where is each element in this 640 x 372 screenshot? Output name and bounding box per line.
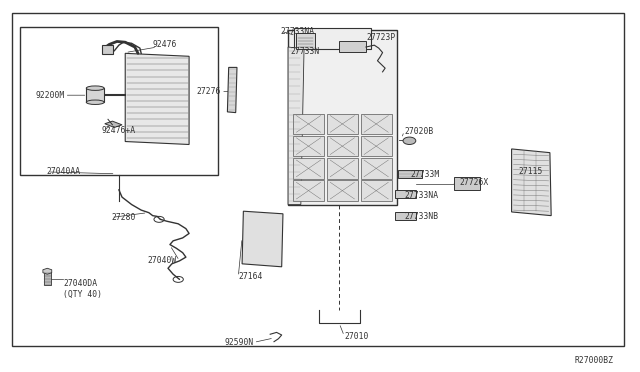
Text: 92200M: 92200M: [36, 91, 65, 100]
Polygon shape: [288, 47, 304, 205]
Text: 27040W: 27040W: [148, 256, 177, 265]
Bar: [20, 27, 218, 175]
Text: 27726X: 27726X: [460, 178, 488, 187]
Bar: [454, 177, 479, 190]
Polygon shape: [511, 149, 551, 216]
Text: 27164: 27164: [238, 272, 262, 281]
Bar: [398, 170, 422, 178]
Text: 27723P: 27723P: [366, 33, 396, 42]
Polygon shape: [227, 67, 237, 113]
Bar: [296, 33, 315, 49]
Text: 27733NA: 27733NA: [280, 26, 314, 36]
Bar: [361, 158, 392, 179]
Text: 27280: 27280: [111, 213, 136, 222]
Bar: [102, 45, 113, 54]
Bar: [44, 272, 51, 285]
Bar: [293, 136, 324, 156]
Text: 27733N: 27733N: [291, 47, 320, 56]
Polygon shape: [105, 121, 122, 128]
Polygon shape: [125, 53, 189, 144]
Bar: [339, 41, 366, 52]
Polygon shape: [242, 211, 283, 267]
Bar: [288, 31, 397, 205]
Ellipse shape: [86, 86, 104, 90]
Text: R27000BZ: R27000BZ: [575, 356, 614, 365]
Polygon shape: [43, 268, 52, 274]
Bar: [327, 180, 358, 201]
Bar: [361, 114, 392, 134]
Bar: [327, 114, 358, 134]
Ellipse shape: [86, 100, 104, 105]
Text: 27276: 27276: [196, 87, 221, 96]
Bar: [327, 158, 358, 179]
Bar: [86, 88, 104, 102]
Bar: [293, 114, 324, 134]
Bar: [361, 136, 392, 156]
Text: 27040AA: 27040AA: [47, 167, 81, 176]
Text: 27733NB: 27733NB: [404, 212, 438, 221]
Bar: [361, 180, 392, 201]
Text: (QTY 40): (QTY 40): [63, 290, 102, 299]
Text: 92476: 92476: [153, 40, 177, 49]
Text: 27020B: 27020B: [404, 126, 433, 136]
Bar: [294, 29, 371, 49]
Text: 92476+A: 92476+A: [102, 126, 136, 135]
Bar: [327, 136, 358, 156]
Circle shape: [403, 137, 416, 144]
Bar: [293, 180, 324, 201]
Text: 27115: 27115: [518, 167, 542, 176]
Text: 27010: 27010: [344, 331, 369, 341]
Text: 27733NA: 27733NA: [404, 191, 438, 200]
Text: 27040DA: 27040DA: [63, 279, 97, 288]
Bar: [396, 190, 416, 198]
Bar: [396, 212, 416, 220]
Text: 27733M: 27733M: [411, 170, 440, 179]
Text: 92590N: 92590N: [225, 338, 254, 347]
Bar: [293, 158, 324, 179]
